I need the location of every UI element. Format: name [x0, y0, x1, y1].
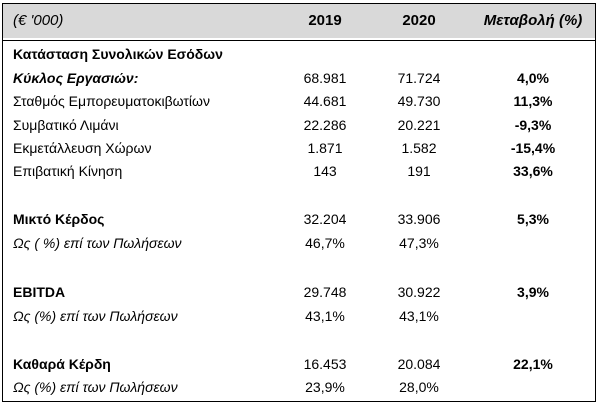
row-value-2020: 20.084 [397, 356, 441, 372]
row-value-2019: 143 [313, 163, 337, 179]
row-change: 4,0% [517, 70, 549, 86]
table-header: (€ '000) 2019 2020 Μεταβολή (%) [3, 4, 595, 38]
row-label: Επιβατική Κίνηση [13, 163, 123, 179]
row-value-2020: 71.724 [397, 70, 441, 86]
row-label: Ως ( %) επί των Πωλήσεων [13, 235, 182, 251]
row-value-2019: 23,9% [305, 379, 345, 395]
row-label: Εκμετάλλευση Χώρων [13, 140, 152, 156]
row-value-2020: 49.730 [397, 93, 441, 109]
row-change: 5,3% [517, 211, 549, 227]
row-label: Κύκλος Εργασιών: [13, 70, 139, 86]
row-value-2019: 68.981 [303, 70, 347, 86]
section-title-row: Κατάσταση Συνολικών Εσόδων [3, 43, 595, 66]
row-value-2019: 43,1% [305, 308, 345, 324]
row-value-2019: 16.453 [303, 356, 347, 372]
row-change: 22,1% [513, 356, 553, 372]
table-row: Επιβατική Κίνηση 143 191 33,6% [3, 160, 595, 183]
row-label: Ως (%) επί των Πωλήσεων [13, 308, 178, 324]
row-label: Ως (%) επί των Πωλήσεων [13, 379, 178, 395]
row-value-2020: 30.922 [397, 284, 441, 300]
header-divider [3, 40, 595, 41]
table-row: Εκμετάλλευση Χώρων 1.871 1.582 -15,4% [3, 137, 595, 160]
table-row: Ως ( %) επί των Πωλήσεων 46,7% 47,3% [3, 232, 595, 255]
table-row: Συμβατικό Λιμάνι 22.286 20.221 -9,3% [3, 114, 595, 137]
row-value-2020: 47,3% [399, 235, 439, 251]
row-value-2020: 191 [407, 163, 431, 179]
row-change: 11,3% [513, 93, 553, 109]
row-change: -15,4% [510, 140, 556, 156]
row-value-2020: 20.221 [397, 117, 441, 133]
row-value-2019: 44.681 [303, 93, 347, 109]
row-value-2019: 32.204 [303, 211, 347, 227]
unit-label: (€ '000) [13, 12, 64, 29]
row-change: -9,3% [514, 117, 552, 133]
table-row: Ως (%) επί των Πωλήσεων 43,1% 43,1% [3, 305, 595, 328]
row-value-2020: 33.906 [397, 211, 441, 227]
financial-table: (€ '000) 2019 2020 Μεταβολή (%) Κατάστασ… [2, 3, 596, 402]
table-row: EBITDA 29.748 30.922 3,9% [3, 281, 595, 304]
row-change: 33,6% [513, 163, 553, 179]
row-value-2020: 28,0% [399, 379, 439, 395]
year2-header: 2020 [402, 12, 436, 29]
year1-header: 2019 [308, 12, 342, 29]
change-header: Μεταβολή (%) [483, 12, 583, 29]
table-row: Σταθμός Εμπορευματοκιβωτίων 44.681 49.73… [3, 90, 595, 113]
table-row: Μικτό Κέρδος 32.204 33.906 5,3% [3, 208, 595, 231]
row-value-2020: 43,1% [399, 308, 439, 324]
table-row: Ως (%) επί των Πωλήσεων 23,9% 28,0% [3, 376, 595, 399]
table-row: Καθαρά Κέρδη 16.453 20.084 22,1% [3, 353, 595, 376]
row-change: 3,9% [517, 284, 549, 300]
row-value-2019: 29.748 [303, 284, 347, 300]
table-row: Κύκλος Εργασιών: 68.981 71.724 4,0% [3, 67, 595, 90]
row-value-2019: 46,7% [305, 235, 345, 251]
row-label: Μικτό Κέρδος [13, 211, 105, 227]
row-label: Καθαρά Κέρδη [13, 356, 111, 372]
row-value-2020: 1.582 [401, 140, 437, 156]
section-title: Κατάσταση Συνολικών Εσόδων [13, 46, 223, 62]
row-value-2019: 1.871 [307, 140, 343, 156]
row-label: EBITDA [13, 284, 66, 300]
row-value-2019: 22.286 [303, 117, 347, 133]
row-label: Σταθμός Εμπορευματοκιβωτίων [13, 93, 210, 109]
row-label: Συμβατικό Λιμάνι [13, 117, 119, 133]
